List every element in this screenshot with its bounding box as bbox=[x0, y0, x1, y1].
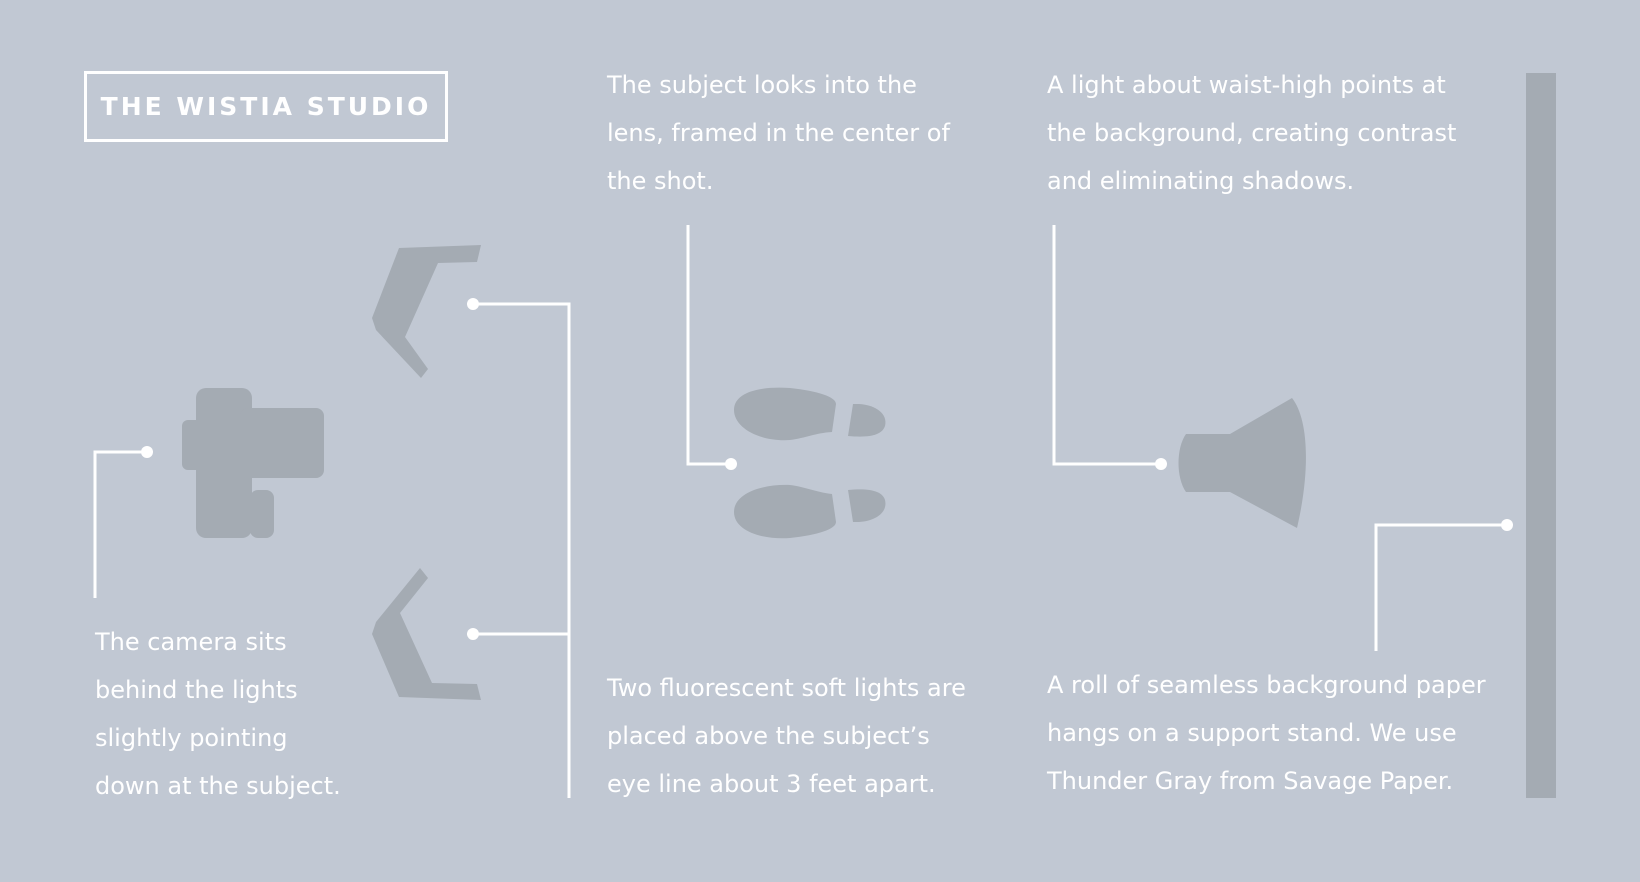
camera-connector-dot bbox=[141, 446, 153, 458]
paper-connector-line bbox=[1374, 523, 1507, 651]
note-line: behind the lights bbox=[95, 676, 298, 704]
subject-connector-line bbox=[686, 225, 731, 466]
note-line: A light about waist-high points at bbox=[1047, 71, 1446, 99]
title-box: THE WISTIA STUDIO bbox=[84, 71, 448, 142]
footprints-icon bbox=[734, 387, 886, 539]
note-line: A roll of seamless background paper bbox=[1047, 671, 1486, 699]
page-title: THE WISTIA STUDIO bbox=[100, 92, 432, 121]
camera-note: The camera sits behind the lights slight… bbox=[95, 618, 341, 810]
note-line: The camera sits bbox=[95, 628, 287, 656]
note-line: Thunder Gray from Savage Paper. bbox=[1047, 767, 1454, 795]
note-line: the background, creating contrast bbox=[1047, 119, 1457, 147]
soft-light-top-connector-dot bbox=[467, 298, 479, 310]
note-line: lens, framed in the center of bbox=[607, 119, 950, 147]
background-paper-icon bbox=[1526, 73, 1556, 798]
camera-icon bbox=[182, 388, 324, 538]
soft-lights-note: Two fluorescent soft lights are placed a… bbox=[607, 664, 966, 808]
note-line: down at the subject. bbox=[95, 772, 341, 800]
note-line: slightly pointing bbox=[95, 724, 288, 752]
camera-connector-line bbox=[93, 450, 147, 598]
note-line: placed above the subject’s bbox=[607, 722, 930, 750]
soft-light-icon bbox=[372, 245, 481, 378]
back-light-note: A light about waist-high points at the b… bbox=[1047, 61, 1456, 205]
subject-connector-dot bbox=[725, 458, 737, 470]
note-line: Two fluorescent soft lights are bbox=[607, 674, 966, 702]
note-line: The subject looks into the bbox=[607, 71, 917, 99]
back-light-connector-line bbox=[1052, 225, 1161, 466]
soft-light-bottom-connector-dot bbox=[467, 628, 479, 640]
note-line: the shot. bbox=[607, 167, 714, 195]
note-line: hangs on a support stand. We use bbox=[1047, 719, 1457, 747]
subject-note: The subject looks into the lens, framed … bbox=[607, 61, 950, 205]
back-light-connector-dot bbox=[1155, 458, 1167, 470]
note-line: eye line about 3 feet apart. bbox=[607, 770, 936, 798]
soft-lights-connector-line bbox=[473, 302, 571, 798]
paper-note: A roll of seamless background paper hang… bbox=[1047, 661, 1486, 805]
spotlight-icon bbox=[1178, 398, 1306, 528]
soft-light-icon bbox=[372, 568, 481, 700]
paper-connector-dot bbox=[1501, 519, 1513, 531]
note-line: and eliminating shadows. bbox=[1047, 167, 1355, 195]
